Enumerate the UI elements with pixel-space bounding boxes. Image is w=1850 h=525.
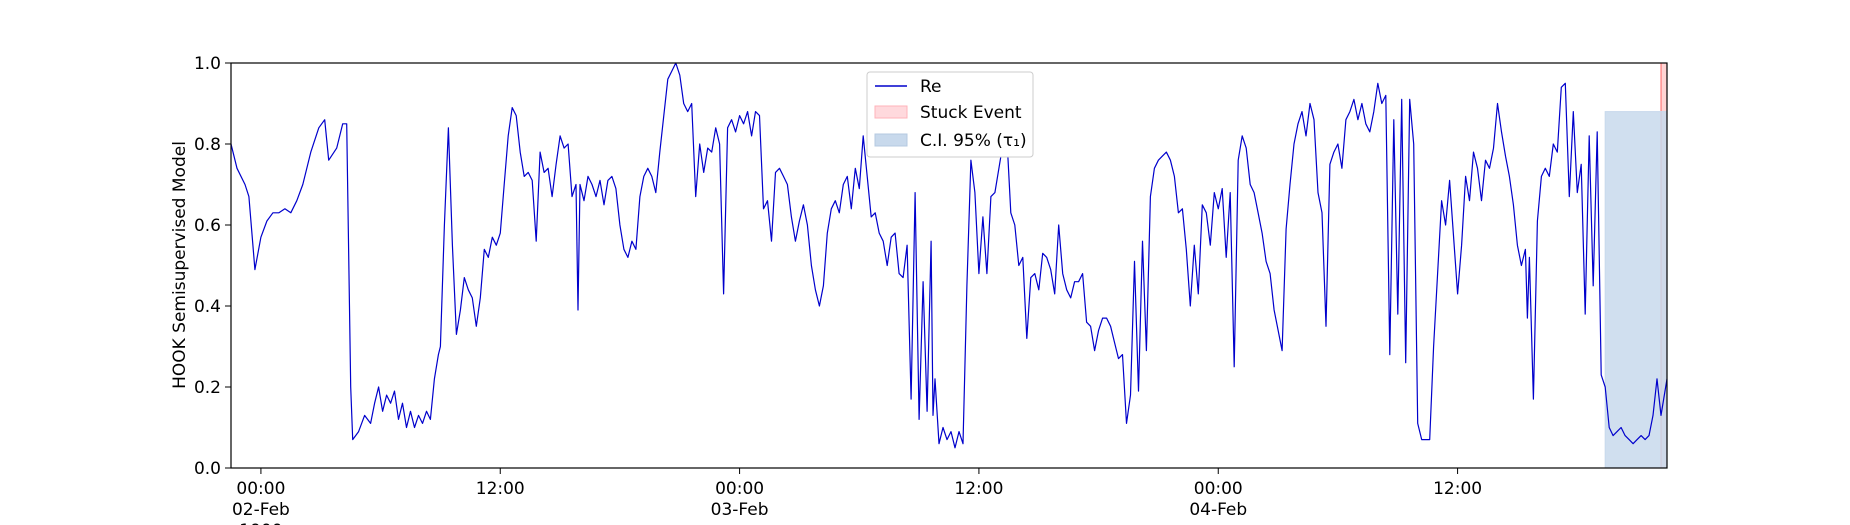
plot-frame	[230, 62, 1668, 469]
series-line-re	[230, 62, 1668, 449]
x-tick-label: 00:00	[1194, 479, 1243, 499]
legend-ci-label: C.I. 95% (τ₁)	[920, 131, 1027, 151]
shaded-region-1	[1604, 111, 1668, 469]
y-axis-ticks: 0.0 0.2 0.4 0.6 0.8 1.0	[194, 54, 231, 479]
x-tick-label: 12:00	[476, 479, 525, 499]
legend-stuck-event-label: Stuck Event	[920, 103, 1022, 123]
x-tick-label: 12:00	[954, 479, 1003, 499]
x-tick-label: 02-Feb	[232, 500, 290, 520]
y-axis-label: HOOK Semisupervised Model	[170, 141, 190, 389]
shaded-regions	[1604, 62, 1668, 469]
x-tick-label: 04-Feb	[1189, 500, 1247, 520]
legend: Re Stuck Event C.I. 95% (τ₁)	[866, 71, 1034, 158]
x-axis-ticks: 00:0002-Feb190012:0000:0003-Feb12:0000:0…	[232, 468, 1482, 525]
y-tick-label: 0.0	[194, 459, 221, 479]
x-tick-label: 1900	[239, 521, 282, 525]
x-tick-label: 12:00	[1433, 479, 1482, 499]
legend-box	[866, 71, 1034, 158]
x-tick-label: 00:00	[715, 479, 764, 499]
legend-re-label: Re	[920, 77, 942, 97]
series-layer	[230, 62, 1668, 449]
y-tick-label: 0.2	[194, 378, 221, 398]
x-tick-label: 00:00	[236, 479, 285, 499]
y-tick-label: 0.4	[194, 297, 221, 317]
legend-stuck-event-swatch	[874, 105, 908, 119]
y-tick-label: 0.6	[194, 216, 221, 236]
x-tick-label: 03-Feb	[711, 500, 769, 520]
y-tick-label: 1.0	[194, 54, 221, 74]
y-tick-label: 0.8	[194, 135, 221, 155]
legend-ci-swatch	[874, 133, 908, 147]
